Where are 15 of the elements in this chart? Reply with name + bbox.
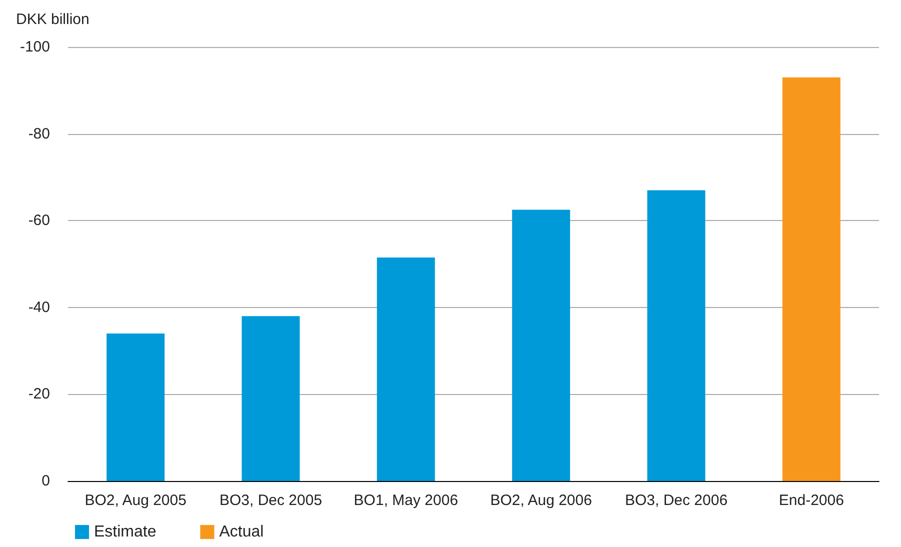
legend-label: Actual <box>219 524 264 540</box>
y-tick-label: -40 <box>28 298 50 316</box>
y-axis-title: DKK billion <box>16 11 90 28</box>
y-tick-label: -100 <box>20 38 50 56</box>
x-tick-label: BO2, Aug 2005 <box>84 492 186 509</box>
legend-label: Estimate <box>94 524 156 540</box>
x-tick-label: BO3, Dec 2006 <box>624 492 728 509</box>
x-tick-label: BO3, Dec 2005 <box>219 492 322 509</box>
y-tick-label: -80 <box>28 125 50 142</box>
y-tick-label: 0 <box>42 472 50 490</box>
y-tick-label: -20 <box>28 386 50 403</box>
x-tick-label: BO2, Aug 2006 <box>490 492 592 509</box>
x-tick-label: BO1, May 2006 <box>354 492 458 509</box>
x-tick-label: End-2006 <box>778 492 844 509</box>
y-tick-label: -60 <box>28 212 50 230</box>
